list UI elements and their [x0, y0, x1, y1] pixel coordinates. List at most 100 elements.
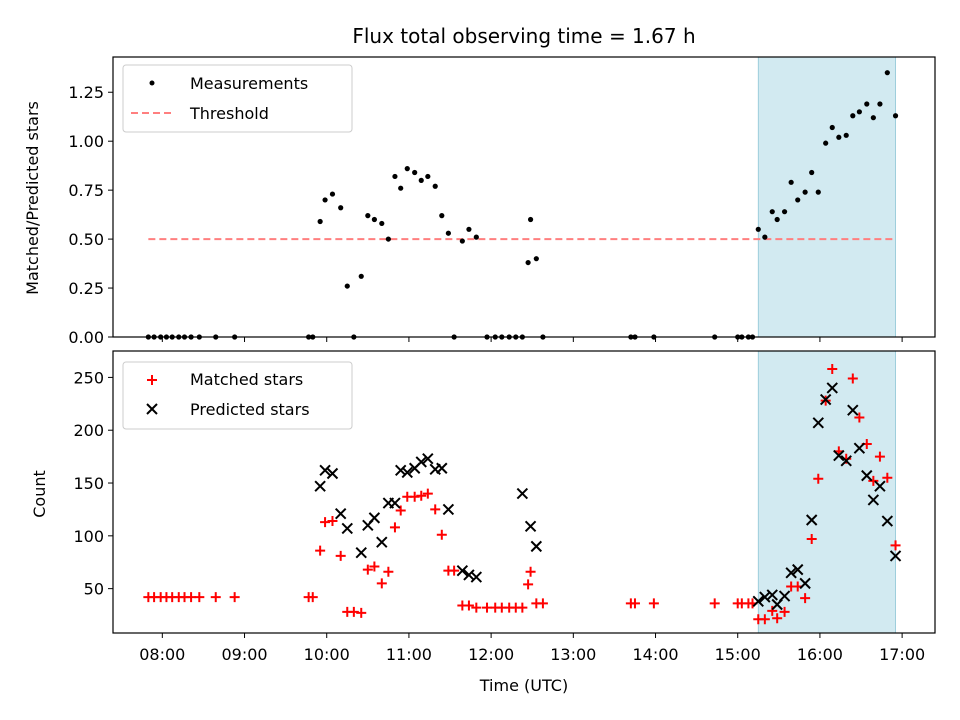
bottom-ylabel: Count	[30, 470, 49, 518]
matched-star-point	[307, 592, 318, 603]
legend-matched-marker	[147, 375, 157, 385]
measurement-point	[781, 209, 788, 215]
matched-star-point	[868, 475, 879, 486]
matched-star-point	[348, 606, 359, 617]
xtick-label: 11:00	[386, 645, 432, 664]
matched-star-point	[537, 598, 548, 609]
matched-star-point	[882, 472, 893, 483]
matched-star-point	[395, 505, 406, 516]
matched-star-point	[471, 602, 482, 613]
predicted-star-point	[874, 480, 886, 492]
predicted-star-point	[319, 464, 331, 477]
legend-threshold-label: Threshold	[189, 104, 269, 123]
bottom-panel: 50 100 150 200 250 08:00 09:00 10:00 11:00 12:00…	[30, 350, 936, 695]
predicted-star-point	[881, 515, 894, 527]
matched-star-point	[362, 564, 373, 575]
matched-star-point	[759, 614, 770, 625]
measurement-point	[344, 283, 350, 289]
predicted-star-point	[394, 464, 407, 477]
measurement-point	[317, 218, 323, 225]
measurement-point	[864, 101, 870, 107]
measurement-point	[877, 101, 883, 107]
matched-star-point	[436, 529, 447, 540]
predicted-star-point	[867, 494, 880, 506]
predicted-star-point	[812, 417, 824, 429]
chart-title: Flux total observing time = 1.67 h	[352, 24, 695, 48]
predicted-star-point	[819, 393, 832, 406]
predicted-star-point	[436, 462, 448, 474]
measurement-point	[466, 226, 472, 232]
predicted-star-point	[840, 455, 852, 467]
matched-star-point	[335, 550, 346, 561]
measurement-point	[329, 191, 336, 197]
matched-star-point	[210, 592, 221, 603]
matched-star-point	[315, 545, 326, 556]
measurement-point	[755, 226, 761, 232]
predicted-star-point	[752, 595, 764, 608]
matched-star-point	[383, 566, 394, 577]
measurement-point	[815, 189, 821, 195]
predicted-star-point	[766, 589, 778, 601]
measurement-point	[892, 113, 899, 119]
predicted-star-point	[401, 466, 413, 479]
matched-star-point	[416, 490, 427, 501]
measurement-point	[379, 220, 385, 227]
matched-star-point	[523, 579, 534, 590]
predicted-star-point	[470, 571, 483, 583]
measurement-point	[459, 238, 465, 244]
matched-star-point	[422, 488, 433, 499]
measurement-point	[473, 234, 479, 240]
predicted-star-point	[799, 577, 811, 590]
top-ytick-label: 0.00	[68, 328, 104, 347]
matched-star-point	[194, 592, 205, 603]
predicted-star-point	[853, 442, 866, 454]
matched-star-point	[847, 373, 858, 384]
matched-star-point	[629, 598, 640, 609]
matched-star-point	[376, 578, 387, 589]
measurement-point	[358, 273, 364, 279]
measurement-point	[870, 115, 876, 121]
measurement-point	[365, 213, 371, 219]
predicted-star-point	[524, 520, 537, 533]
bottom-legend: Matched stars Predicted stars	[122, 361, 353, 430]
top-ylabel: Matched/Predicted stars	[23, 101, 42, 295]
legend-predicted-label: Predicted stars	[190, 400, 310, 419]
predicted-star-point	[422, 453, 434, 465]
matched-star-point	[320, 517, 331, 528]
matched-star-point	[806, 534, 817, 544]
measurement-point	[392, 173, 398, 180]
measurement-point	[843, 132, 849, 138]
predicted-star-point	[785, 567, 797, 579]
measurement-point	[788, 179, 794, 185]
matched-star-point	[389, 522, 400, 533]
predicted-star-point	[805, 514, 818, 526]
predicted-star-point	[442, 503, 455, 516]
measurement-point	[525, 259, 531, 266]
top-ytick-label: 0.50	[68, 230, 104, 249]
predicted-star-point	[355, 547, 367, 559]
legend-matched-label: Matched stars	[190, 370, 303, 389]
bottom-ytick-label: 50	[84, 580, 104, 599]
bottom-ytick-label: 100	[73, 527, 104, 546]
matched-star-point	[648, 598, 659, 609]
measurement-point	[439, 213, 445, 219]
predicted-star-point	[334, 507, 347, 520]
measurement-point	[884, 70, 890, 76]
predicted-star-point	[826, 382, 838, 394]
predicted-star-point	[376, 536, 388, 548]
measurement-point	[418, 177, 424, 183]
bottom-shaded-interval	[757, 350, 896, 634]
xtick-label: 17:00	[879, 645, 925, 664]
measurement-point	[533, 256, 539, 262]
xlabel: Time (UTC)	[479, 676, 568, 695]
matched-star-point	[772, 613, 783, 624]
predicted-star-point	[389, 497, 401, 509]
top-ytick-label: 0.75	[68, 181, 104, 200]
predicted-star-points	[314, 382, 902, 611]
measurement-point	[774, 216, 780, 223]
top-shaded-interval	[757, 56, 896, 338]
measurement-point	[769, 209, 775, 215]
matched-star-point	[709, 598, 720, 609]
predicted-star-point	[833, 449, 845, 462]
